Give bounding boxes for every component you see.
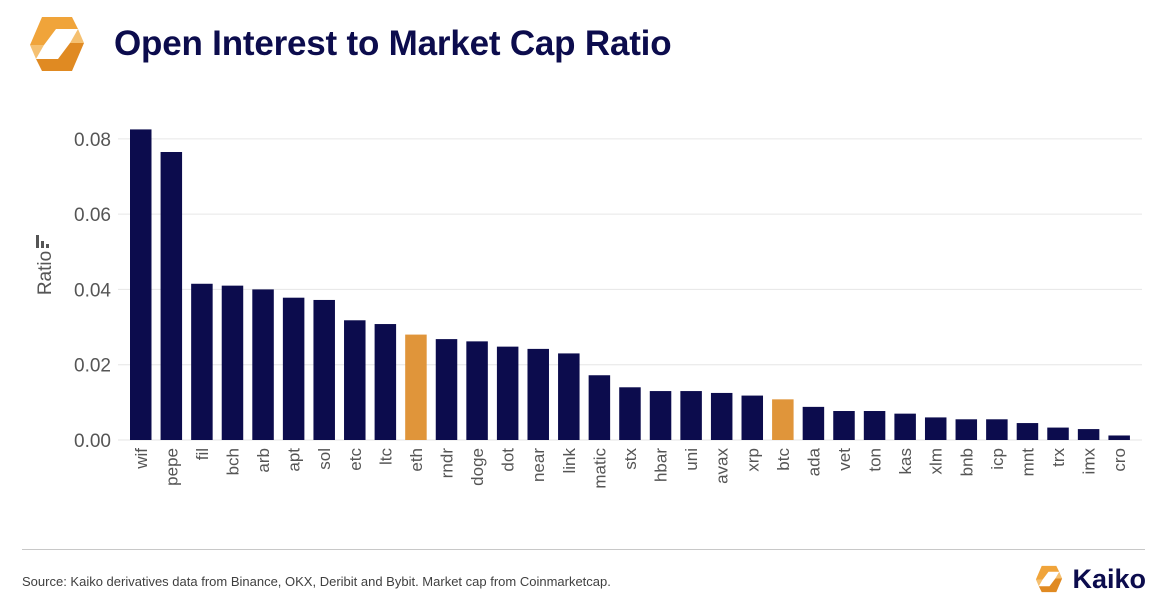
x-tick-label: bch [223,448,242,475]
x-tick-label: vet [835,448,854,471]
bar-bnb [955,419,978,440]
bar-matic [588,375,611,440]
x-tick-label: avax [713,448,732,484]
bar-xrp [741,395,764,440]
x-tick-label: ltc [376,448,395,466]
x-tick-label: etc [346,448,365,471]
footer-divider [22,549,1145,550]
x-tick-label: imx [1080,448,1099,475]
x-tick-label: fil [193,448,212,460]
x-tick-label: pepe [162,448,181,486]
bar-pepe [160,152,183,440]
x-tick-label: kas [896,448,915,474]
bar-avax [710,392,733,440]
source-note: Source: Kaiko derivatives data from Bina… [22,574,611,589]
x-tick-label: arb [254,448,273,473]
bar-kas [894,413,916,440]
bar-eth [405,334,427,440]
bar-sol [313,299,335,440]
x-tick-label: cro [1110,448,1129,472]
bar-uni [680,391,702,440]
y-tick-label: 0.00 [74,431,111,452]
x-tick-label: ton [866,448,885,472]
x-tick-label: ada [804,447,823,476]
bar-fil [191,283,213,440]
x-tick-label: link [560,448,579,474]
header: Open Interest to Market Cap Ratio [22,8,672,80]
bar-vet [833,411,855,440]
x-tick-label: rndr [438,448,457,479]
x-tick-label: stx [621,448,640,470]
x-tick-label: trx [1049,448,1068,467]
bar-near [527,348,549,440]
x-tick-label: wif [132,448,151,470]
bar-dot [496,346,519,440]
x-tick-label: matic [590,448,609,489]
x-tick-label: apt [285,448,304,472]
x-tick-label: uni [682,448,701,471]
x-tick-label: near [529,448,548,482]
y-tick-label: 0.08 [74,130,111,151]
x-tick-label: eth [407,448,426,472]
bar-ltc [374,324,397,440]
y-axis-label: Ratio [35,251,56,295]
bars [130,129,1130,441]
chart-tool-icon [36,235,49,248]
bar-rndr [435,339,458,440]
x-tick-label: bnb [957,448,976,476]
brand-name: Kaiko [1072,563,1146,594]
bar-ada [802,406,825,440]
x-tick-label: mnt [1018,448,1037,477]
bar-cro [1108,435,1130,440]
bar-hbar [649,391,672,440]
bar-bch [221,285,244,440]
kaiko-brand-icon [1036,565,1063,593]
bar-xlm [924,417,947,440]
bar-imx [1077,429,1100,440]
bar-trx [1047,427,1069,440]
bar-mnt [1016,423,1039,440]
bar-link [558,353,580,440]
x-tick-label: hbar [652,448,671,482]
bar-arb [252,289,274,440]
bar-etc [344,320,366,440]
kaiko-logo-icon [30,17,84,71]
bar-btc [772,399,794,440]
x-tick-label: dot [499,448,518,472]
y-tick-label: 0.02 [74,356,111,377]
x-tick-label: sol [315,448,334,470]
y-axis-ticks: 0.00 0.02 0.04 0.06 0.08 [74,130,111,452]
x-tick-label: doge [468,448,487,486]
x-tick-label: xrp [743,448,762,472]
x-tick-label: btc [774,448,793,471]
bar-stx [619,387,641,440]
bar-doge [466,341,488,440]
bar-chart: 0.00 0.02 0.04 0.06 0.08 Ratio wif pepe fil bch… [35,129,1142,489]
x-tick-label: icp [988,448,1007,470]
y-tick-label: 0.06 [74,205,111,226]
bar-icp [986,419,1008,440]
page-title: Open Interest to Market Cap Ratio [114,24,672,63]
bar-wif [130,129,152,441]
x-tick-label: xlm [927,448,946,474]
bar-ton [863,411,886,440]
x-axis-ticks: wif pepe fil bch arb apt sol etc ltc eth rndr doge d… [132,447,1129,488]
y-tick-label: 0.04 [74,280,111,301]
footer-brand: Kaiko [1032,562,1146,596]
bar-apt [282,297,305,440]
